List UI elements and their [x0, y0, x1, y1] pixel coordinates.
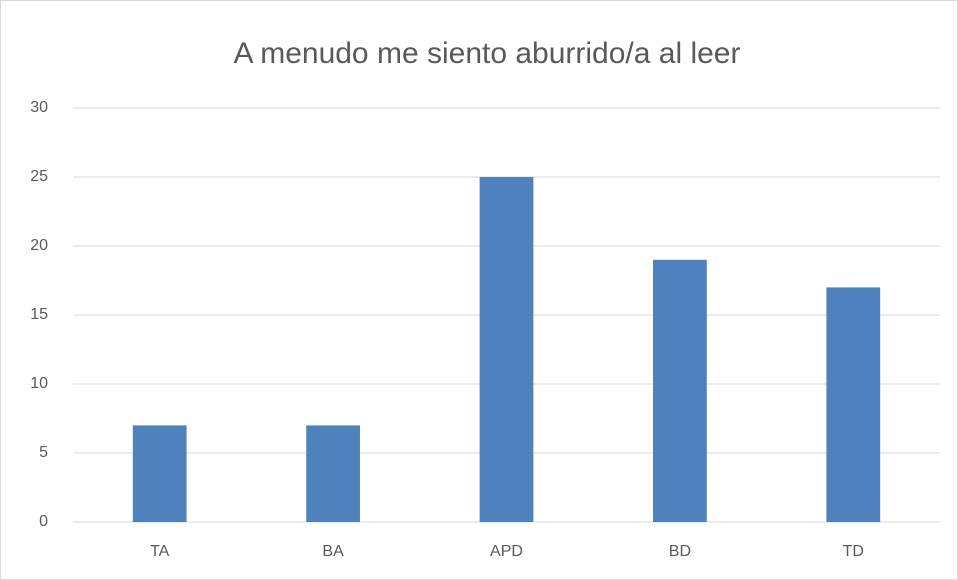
y-tick-label: 10: [30, 375, 48, 392]
y-tick-label: 0: [39, 513, 48, 530]
bar: [826, 287, 881, 522]
y-tick-label: 25: [30, 168, 48, 185]
chart-title: A menudo me siento aburrido/a al leer: [234, 37, 741, 70]
x-tick-label: APD: [490, 543, 523, 560]
x-tick-label: BD: [669, 543, 691, 560]
bar: [653, 259, 707, 522]
x-tick-label: BA: [322, 543, 344, 560]
y-tick-label: 15: [30, 306, 48, 323]
bar: [132, 425, 187, 522]
y-tick-label: 5: [39, 444, 48, 461]
x-tick-label: TA: [150, 543, 170, 560]
y-tick-label: 30: [30, 99, 48, 116]
y-tick-label: 20: [30, 237, 48, 254]
x-tick-label: TD: [843, 543, 864, 560]
bar: [479, 177, 534, 522]
bar: [306, 425, 360, 522]
